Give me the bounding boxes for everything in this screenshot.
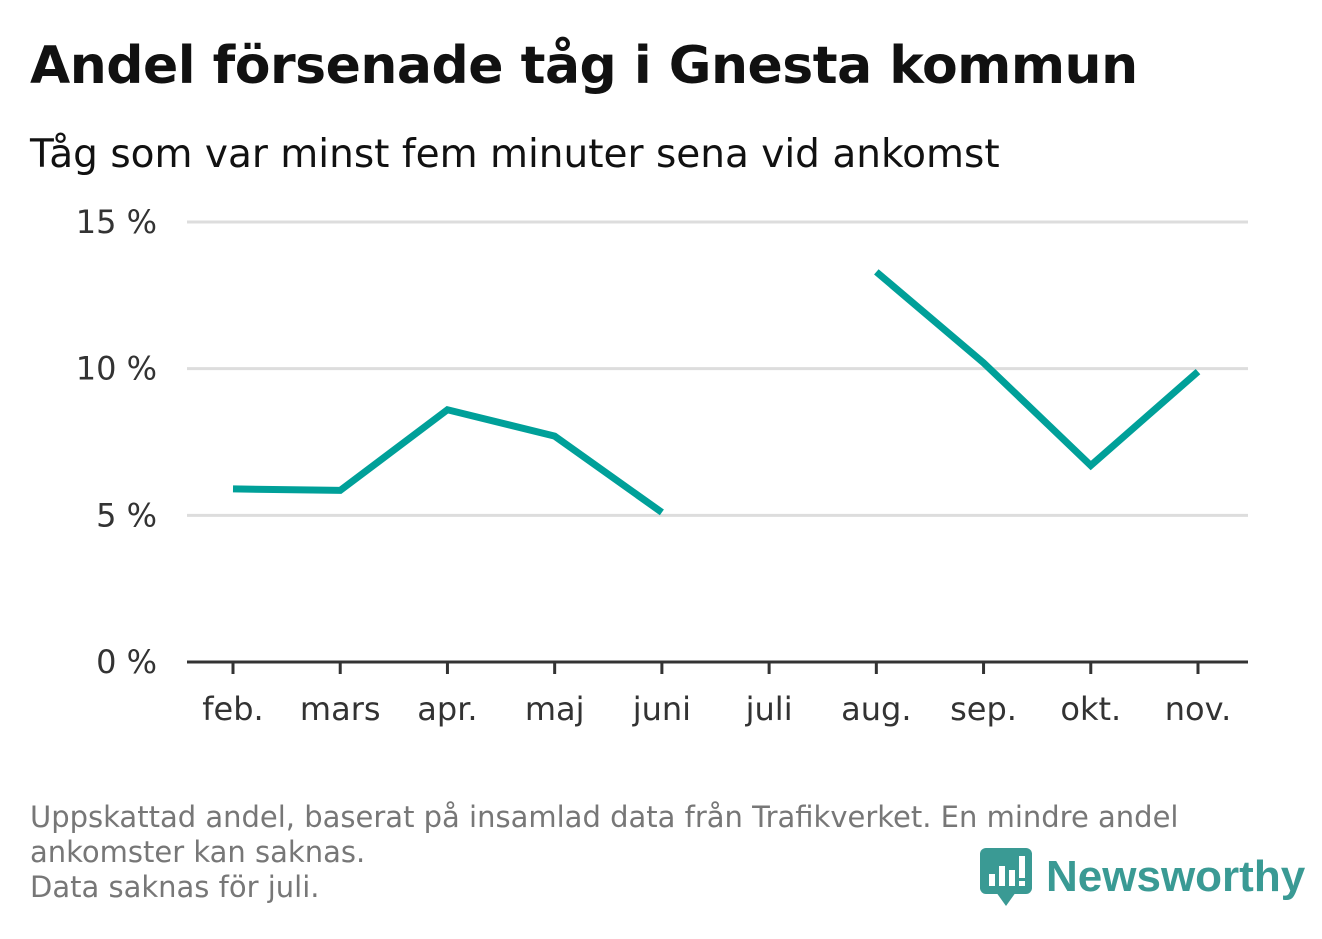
series-line-segment [874, 269, 1201, 471]
x-tick-label: aug. [841, 690, 911, 728]
footnote: Uppskattad andel, baserat på insamlad da… [30, 800, 1280, 905]
x-tick-label: maj [525, 690, 585, 728]
chart-subtitle: Tåg som var minst fem minuter sena vid a… [30, 132, 1000, 177]
brand-logo: Newsworthy [980, 848, 1305, 906]
footnote-source: Uppskattad andel, baserat på insamlad da… [30, 800, 1179, 869]
y-tick-label: 15 % [76, 203, 157, 241]
line-chart: 0 % 5 % 10 % 15 % feb. mars apr. maj juni juli au… [76, 203, 1248, 728]
y-tick-label: 0 % [96, 643, 157, 681]
y-tick-label: 5 % [96, 496, 157, 534]
x-tick-label: juni [632, 690, 691, 728]
series-lines [232, 269, 1201, 516]
footnote-missing-data: Data saknas för juli. [30, 870, 320, 904]
x-tick-label: juli [745, 690, 793, 728]
chart-title: Andel försenade tåg i Gnesta kommun [30, 36, 1138, 96]
series-line-segment [232, 405, 664, 516]
x-tick-label: okt. [1060, 690, 1121, 728]
newsworthy-logo-icon [980, 848, 1032, 906]
x-tick-label: apr. [417, 690, 477, 728]
y-axis-ticks: 0 % 5 % 10 % 15 % [76, 203, 157, 681]
x-tick-label: mars [300, 690, 381, 728]
brand-name: Newsworthy [1046, 852, 1306, 901]
grid-lines [187, 220, 1248, 517]
x-tick-label: feb. [202, 690, 263, 728]
x-tick-label: nov. [1165, 690, 1231, 728]
x-tick-label: sep. [950, 690, 1017, 728]
x-axis-ticks: feb. mars apr. maj juni juli aug. sep. okt. nov. [202, 662, 1231, 728]
y-tick-label: 10 % [76, 350, 157, 388]
